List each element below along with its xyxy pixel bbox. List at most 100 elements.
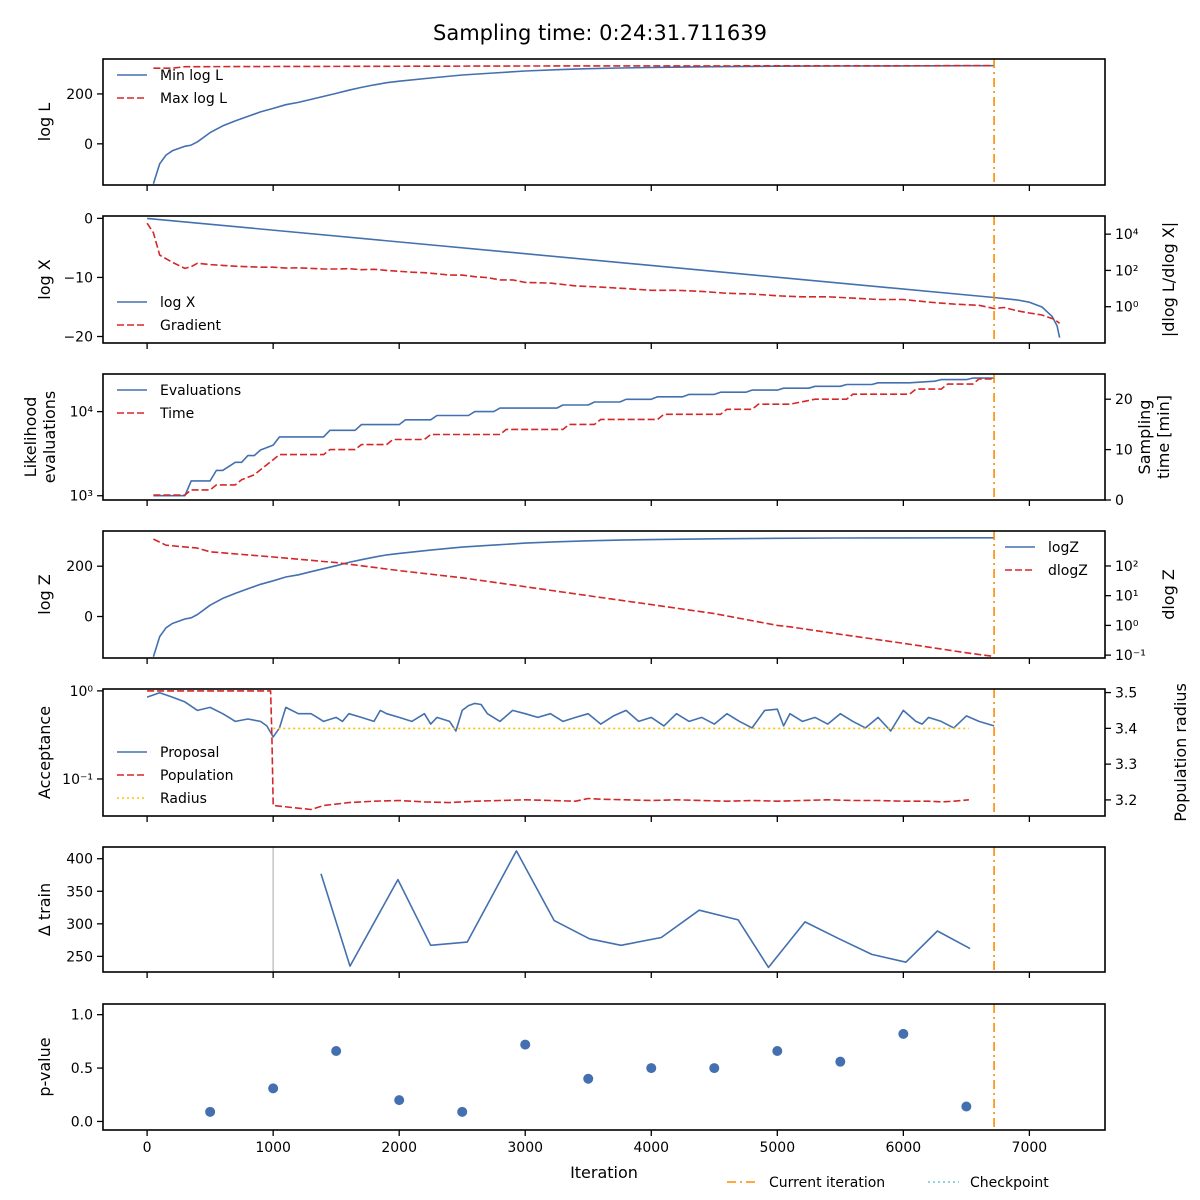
y-tick-label: 350	[66, 884, 93, 900]
legend-label: Gradient	[160, 318, 221, 334]
y-axis-label: p-value	[35, 1037, 54, 1096]
legend-label: Max log L	[160, 91, 227, 107]
axes-frame	[102, 846, 1106, 973]
legend-label: Evaluations	[160, 383, 241, 399]
scatter-point	[583, 1073, 594, 1084]
y-axis-label: log Z	[35, 574, 54, 614]
y-right-tick-label: 3.5	[1115, 686, 1137, 702]
legend-label: Population	[160, 768, 234, 784]
series-line-min-log-l	[152, 64, 995, 185]
y-tick-label: 300	[66, 917, 93, 933]
legend-label: logZ	[1048, 540, 1079, 556]
legend-label: Time	[159, 406, 194, 422]
legend-label: Proposal	[160, 745, 219, 761]
series-line-evaluations	[153, 377, 995, 497]
scatter-point	[709, 1063, 720, 1074]
panel-7: 0 1000 2000 3000 4000 5000 6000 7000 1.0 0.5 0.0 p-…	[35, 1003, 1106, 1156]
y-right-tick-label: 10	[1115, 443, 1133, 459]
panel-3: 10⁴ 10³ Likelihoodevaluations 20 10 0 Sampling…	[21, 373, 1173, 509]
legend: log X Gradient	[117, 295, 221, 334]
legend: logZ dlogZ	[1005, 540, 1088, 579]
y-tick-label: −20	[63, 330, 93, 346]
y-right-axis-label: |dlog L/dlog X|	[1159, 222, 1178, 337]
y-right-tick-label: 20	[1115, 392, 1133, 408]
x-axis-label: Iteration	[570, 1163, 638, 1182]
plot-area	[152, 531, 995, 658]
y-tick-label: 10⁴	[70, 405, 94, 421]
y-axis-label: Δ train	[35, 883, 54, 936]
scatter-point	[205, 1106, 216, 1117]
y-right-axis-label: Samplingtime [min]	[1135, 395, 1173, 479]
y-tick-label: 10⁰	[70, 684, 94, 700]
axes-frame	[102, 1003, 1106, 1131]
y-tick-label: 10³	[70, 489, 93, 505]
x-tick-label: 1000	[255, 1140, 291, 1156]
y-tick-label: 0	[84, 137, 93, 153]
y-right-tick-label: 10⁴	[1115, 227, 1139, 243]
scatter-point	[772, 1045, 783, 1056]
series-line-0	[320, 850, 971, 969]
x-tick-label: 3000	[507, 1140, 543, 1156]
bottom-legend-label: Checkpoint	[970, 1175, 1049, 1191]
scatter-point	[961, 1101, 972, 1112]
axes-frame	[102, 688, 1106, 817]
panel-1: 200 0 log L Min log L Max log L	[35, 58, 1106, 191]
panel-6: 400 350 300 250 Δ train	[35, 846, 1106, 978]
x-tick-label: 6000	[886, 1140, 922, 1156]
bottom-legend: Current iteration Checkpoint	[727, 1175, 1049, 1191]
y-right-tick-label: 10⁰	[1115, 300, 1139, 316]
y-tick-label: 200	[66, 87, 93, 103]
plot-area	[146, 689, 995, 816]
figure-title: Sampling time: 0:24:31.711639	[433, 21, 767, 45]
axes-frame	[102, 373, 1106, 501]
legend: Evaluations Time	[117, 383, 241, 422]
y-right-tick-label: 10²	[1115, 559, 1138, 575]
scatter-point	[394, 1095, 405, 1106]
axes-frame	[102, 530, 1106, 659]
y-axis-label: log X	[35, 259, 54, 299]
x-tick-label: 4000	[633, 1140, 669, 1156]
series-line-time	[153, 378, 995, 496]
y-axis-label: Likelihoodevaluations	[21, 391, 59, 484]
y-tick-label: 0	[84, 610, 93, 626]
bottom-legend-label: Current iteration	[769, 1175, 885, 1191]
y-right-tick-label: 3.2	[1115, 793, 1137, 809]
series-line-logz	[152, 536, 995, 657]
legend-label: Radius	[160, 791, 207, 807]
y-tick-label: 200	[66, 559, 93, 575]
y-right-tick-label: 10¹	[1115, 589, 1138, 605]
series-line-dlogz	[153, 538, 995, 658]
y-axis-label: Acceptance	[35, 706, 54, 799]
legend: Min log L Max log L	[117, 68, 227, 107]
series-line-log-x	[147, 217, 1061, 338]
y-tick-label: 1.0	[71, 1008, 93, 1024]
panel-4: 200 0 log Z 10² 10¹ 10⁰ 10⁻¹ dlog Z logZ dlogZ	[35, 530, 1178, 664]
legend: Proposal Population Radius	[117, 745, 234, 807]
y-right-axis-label: Population radius	[1171, 683, 1190, 822]
series-line-gradient	[146, 222, 1061, 325]
y-axis-label: log L	[35, 103, 54, 141]
plot-area	[272, 847, 995, 972]
y-tick-label: 0.0	[71, 1114, 93, 1130]
y-right-axis-label: dlog Z	[1159, 569, 1178, 620]
series-line-proposal	[146, 691, 995, 738]
axes-frame	[102, 58, 1106, 186]
x-tick-label: 2000	[381, 1140, 417, 1156]
y-tick-label: 0	[84, 211, 93, 227]
x-tick-label: 7000	[1012, 1140, 1048, 1156]
scatter-point	[898, 1028, 909, 1039]
y-tick-label: 250	[66, 949, 93, 965]
legend-label: dlogZ	[1048, 563, 1088, 579]
plot-area	[146, 216, 1061, 343]
plot-area	[153, 374, 995, 500]
scatter-point	[268, 1083, 279, 1094]
legend-label: Min log L	[160, 68, 223, 84]
panel-5: 10⁰ 10⁻¹ Acceptance 3.5 3.4 3.3 3.2 Population …	[35, 683, 1190, 822]
x-tick-label: 5000	[759, 1140, 795, 1156]
y-tick-label: 400	[66, 852, 93, 868]
series-line-max-log-l	[153, 64, 995, 69]
series-line-population	[147, 690, 969, 811]
scatter-point	[835, 1056, 846, 1067]
